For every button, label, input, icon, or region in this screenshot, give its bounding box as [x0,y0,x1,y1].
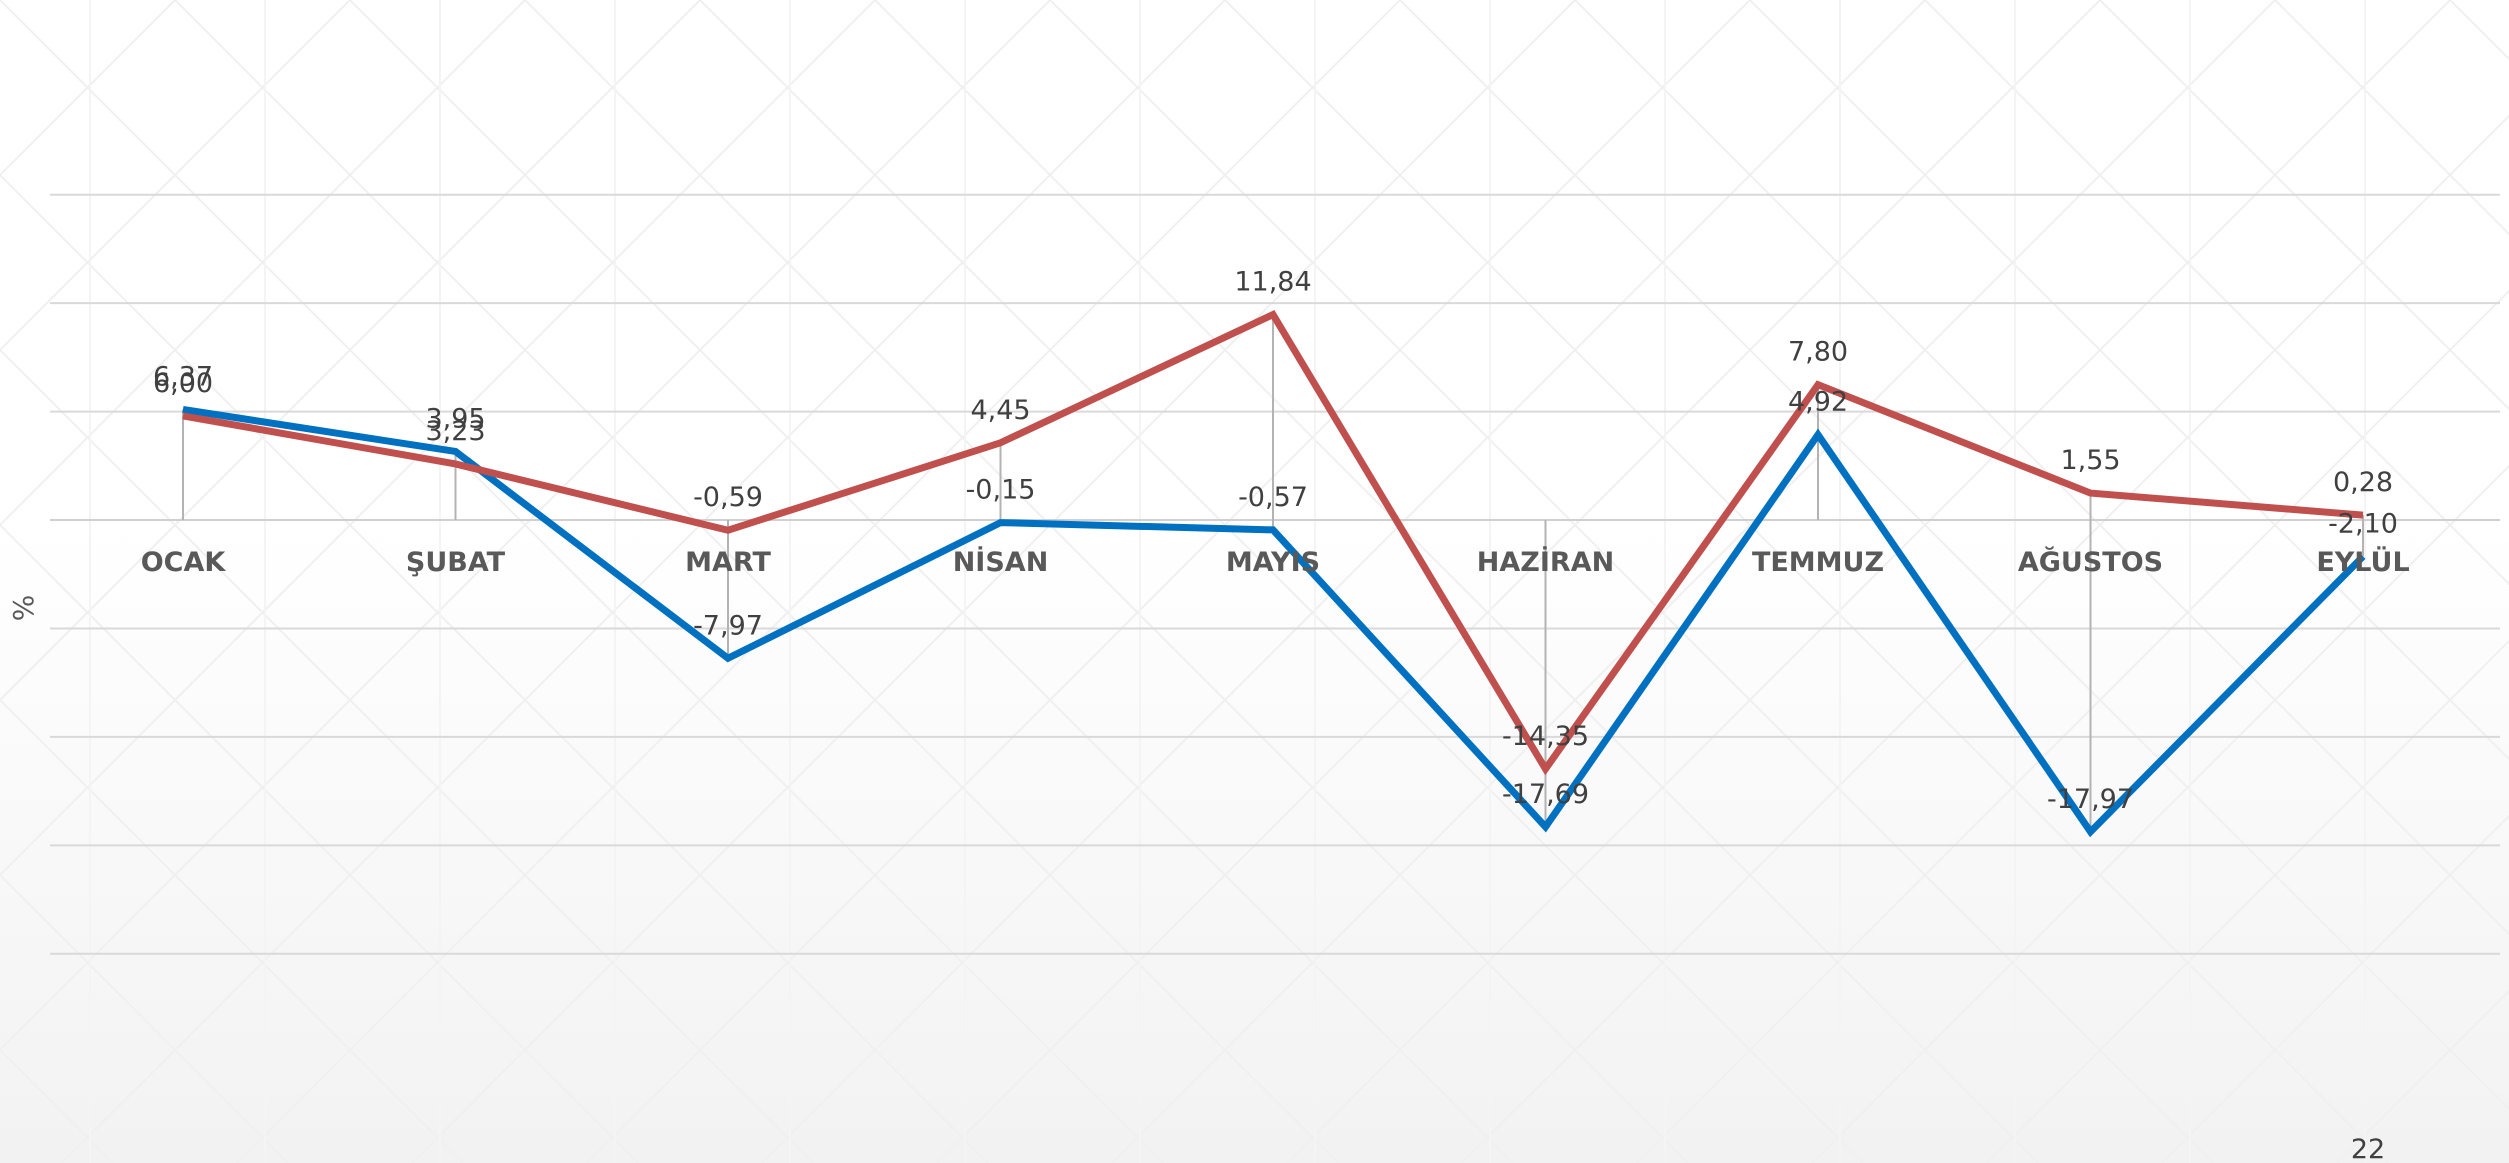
category-label: OCAK [141,547,227,578]
pattern-line [0,0,351,352]
data-label: -14,35 [1502,721,1589,752]
data-label: 1,55 [2060,445,2120,476]
pattern-line [0,173,989,1163]
pattern-line [1924,0,2509,586]
category-label: MART [685,547,771,578]
data-label: -0,57 [1238,482,1308,513]
pattern-line [1811,464,2509,1163]
category-labels: OCAK ŞUBAT MART NİSAN MAYIS HAZİRAN TEMMUZ AĞUS… [141,545,2410,578]
category-label: HAZİRAN [1477,546,1614,578]
data-label: -2,10 [2328,508,2398,539]
data-label: -0,15 [966,475,1036,506]
data-label: 6,00 [153,368,213,399]
footer-label: 22 [2351,1134,2385,1163]
data-label: 3,23 [425,416,485,447]
data-label: 6,37 [153,361,213,392]
pattern-line [1111,0,2276,1163]
data-label: 3,95 [425,403,485,434]
drop-lines [182,314,2364,832]
category-label: MAYIS [1226,547,1320,578]
pattern-line [236,0,1401,1163]
pattern-line [2336,989,2509,1163]
data-label: -17,97 [2047,784,2134,815]
pattern-line [1286,0,2451,1163]
data-label: 4,92 [1788,387,1848,418]
data-label: 4,45 [970,395,1030,426]
data-label: -7,97 [693,610,763,641]
pattern-line [0,698,464,1163]
data-label: 11,84 [1234,267,1311,298]
category-label: TEMMUZ [1752,547,1884,578]
pattern-line [2161,814,2509,1163]
pattern-line [61,0,1226,1163]
gridlines [50,193,2500,955]
pattern-line [586,0,1751,1163]
pattern-line [2449,0,2509,61]
series-1-line [182,406,2366,838]
data-label: 7,80 [1788,337,1848,368]
pattern-line [0,348,814,1163]
y-axis-title: % [7,595,40,622]
category-label: ŞUBAT [406,547,506,578]
data-labels: 6,37 3,95 -7,97 -0,15 -0,57 -17,69 4,92 -17,97 -… [153,267,2398,815]
pattern-line [0,0,176,177]
data-label: 0,28 [2333,467,2393,498]
category-label: EYLÜL [2316,545,2409,578]
pattern-line [2274,0,2509,236]
pattern-line [936,0,2101,1163]
pattern-line [0,873,289,1163]
pattern-line [0,0,876,877]
pattern-line [0,523,639,1163]
data-label: -17,69 [1502,779,1589,810]
series-2-line [182,310,2364,776]
pattern-line [761,0,1926,1163]
category-label: NİSAN [953,546,1049,578]
data-label: -0,59 [693,482,763,513]
series-lines [182,310,2366,838]
pattern-line [0,0,526,527]
pattern-line [1986,639,2509,1163]
category-label: AĞUSTOS [2018,546,2163,578]
pattern-line [411,0,1576,1163]
pattern-line [1636,289,2509,1163]
